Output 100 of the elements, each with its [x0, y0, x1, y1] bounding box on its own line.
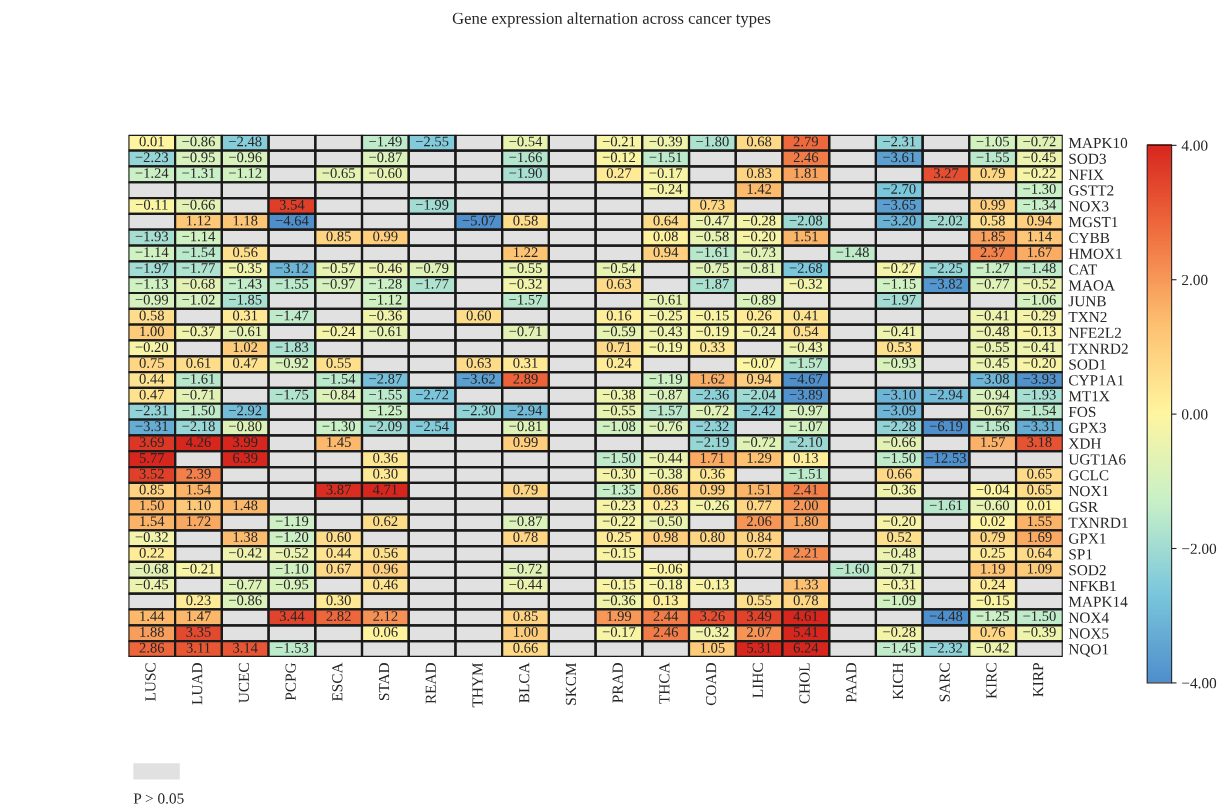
data-label: −0.32	[509, 278, 542, 289]
data-label: 1.80	[794, 516, 819, 527]
data-label: −0.99	[135, 294, 169, 305]
data-label: 1.54	[140, 516, 165, 527]
x-tick-label: COAD	[705, 663, 717, 706]
data-label: 1.18	[233, 215, 258, 226]
y-tick-label: NOX4	[1068, 612, 1109, 623]
data-label: −1.09	[883, 595, 916, 606]
data-label: −1.48	[1023, 263, 1056, 273]
data-label: −0.50	[649, 516, 682, 527]
data-label: −2.72	[415, 389, 449, 400]
data-label: −0.71	[509, 326, 542, 337]
data-label: 0.55	[326, 358, 351, 368]
data-label: −0.48	[883, 547, 916, 558]
data-label: −0.93	[883, 358, 916, 368]
data-label: −1.80	[696, 136, 729, 147]
data-label: 3.52	[139, 468, 164, 479]
data-label: −1.31	[182, 168, 215, 179]
data-label: 0.44	[326, 547, 352, 558]
data-label: 0.25	[606, 532, 632, 542]
data-label: −0.94	[976, 389, 1010, 400]
data-label: −0.44	[509, 579, 543, 590]
data-label: −0.44	[649, 452, 683, 463]
data-label: −2.55	[415, 136, 449, 147]
data-label: −2.68	[789, 263, 823, 273]
data-label: −1.05	[976, 136, 1010, 147]
data-label: −0.13	[1023, 326, 1056, 337]
data-label: 0.80	[700, 532, 725, 542]
data-label: 1.51	[794, 231, 818, 242]
data-label: 5.41	[793, 627, 818, 637]
data-label: −0.28	[883, 626, 916, 637]
data-label: 0.66	[513, 642, 538, 653]
data-label: 1.19	[981, 563, 1005, 574]
data-label: −0.45	[135, 579, 169, 590]
data-label: −3.61	[883, 152, 916, 163]
x-tick-label: LUAD	[192, 663, 203, 705]
data-label: 0.02	[980, 516, 1005, 527]
data-label: −0.32	[696, 626, 729, 637]
x-tick-label: PCPG	[285, 662, 296, 701]
data-label: −2.70	[883, 183, 916, 194]
y-tick-label: GSTT2	[1068, 185, 1114, 196]
data-label: 0.36	[700, 468, 725, 479]
data-label: 0.46	[373, 579, 398, 590]
data-label: 3.44	[279, 611, 305, 622]
data-label: −0.87	[509, 516, 542, 527]
y-tick-label: CAT	[1068, 264, 1097, 275]
data-label: 3.35	[186, 627, 211, 637]
data-label: −3.89	[789, 389, 823, 400]
data-label: −1.28	[369, 278, 402, 289]
data-label: −1.27	[976, 263, 1010, 273]
x-tick-label: BLCA	[519, 662, 530, 703]
data-label: −0.15	[976, 595, 1010, 606]
data-label: −0.28	[742, 215, 776, 226]
data-label: 0.78	[513, 532, 538, 542]
data-label: 3.54	[279, 199, 305, 210]
data-label: 3.87	[326, 484, 351, 495]
data-label: 0.73	[700, 199, 725, 210]
data-label: 0.56	[373, 547, 398, 558]
data-label: −12.53	[926, 452, 966, 463]
x-tick-label: KIRP	[1033, 663, 1044, 697]
data-label: 2.12	[373, 611, 398, 622]
data-label: 0.33	[700, 342, 725, 353]
data-label: 2.21	[793, 547, 818, 558]
y-tick-label: TXNRD1	[1068, 517, 1128, 528]
data-label: 0.65	[1027, 484, 1052, 495]
data-label: −3.08	[976, 373, 1010, 384]
y-tick-label: NQO1	[1068, 644, 1109, 657]
data-label: −2.25	[929, 263, 963, 273]
x-tick-label: SKCM	[565, 662, 577, 705]
data-label: −0.73	[742, 247, 776, 258]
y-tick-label: SOD3	[1069, 153, 1106, 164]
data-label: 1.02	[233, 342, 258, 353]
data-label: 0.77	[746, 500, 772, 511]
data-label: −4.48	[929, 611, 963, 622]
data-label: −1.15	[883, 278, 916, 289]
data-label: −1.08	[602, 421, 636, 432]
data-label: 0.99	[980, 199, 1005, 210]
data-label: 1.88	[140, 626, 164, 637]
data-label: 0.85	[139, 484, 164, 495]
data-label: 0.63	[606, 278, 632, 289]
data-label: −0.21	[182, 563, 215, 574]
data-label: 1.81	[794, 168, 818, 179]
data-label: −0.27	[883, 263, 916, 273]
x-tick-label: SARC	[939, 663, 950, 702]
data-label: 0.76	[980, 626, 1006, 637]
data-label: 0.23	[653, 500, 678, 511]
y-tick-label: GSR	[1068, 501, 1099, 513]
data-label: −0.66	[883, 437, 916, 448]
data-label: −0.19	[696, 326, 729, 337]
data-label: −1.57	[649, 405, 683, 416]
data-label: −0.52	[1023, 278, 1056, 289]
data-label: −1.93	[135, 231, 169, 242]
data-label: 0.62	[373, 516, 398, 527]
data-label: −1.66	[509, 152, 542, 163]
data-label: 3.14	[233, 642, 258, 653]
data-label: −0.21	[602, 136, 635, 147]
data-label: 0.54	[793, 326, 819, 337]
data-label: −0.20	[1023, 358, 1056, 368]
data-label: 0.16	[606, 310, 632, 321]
data-label: 0.31	[233, 310, 258, 321]
